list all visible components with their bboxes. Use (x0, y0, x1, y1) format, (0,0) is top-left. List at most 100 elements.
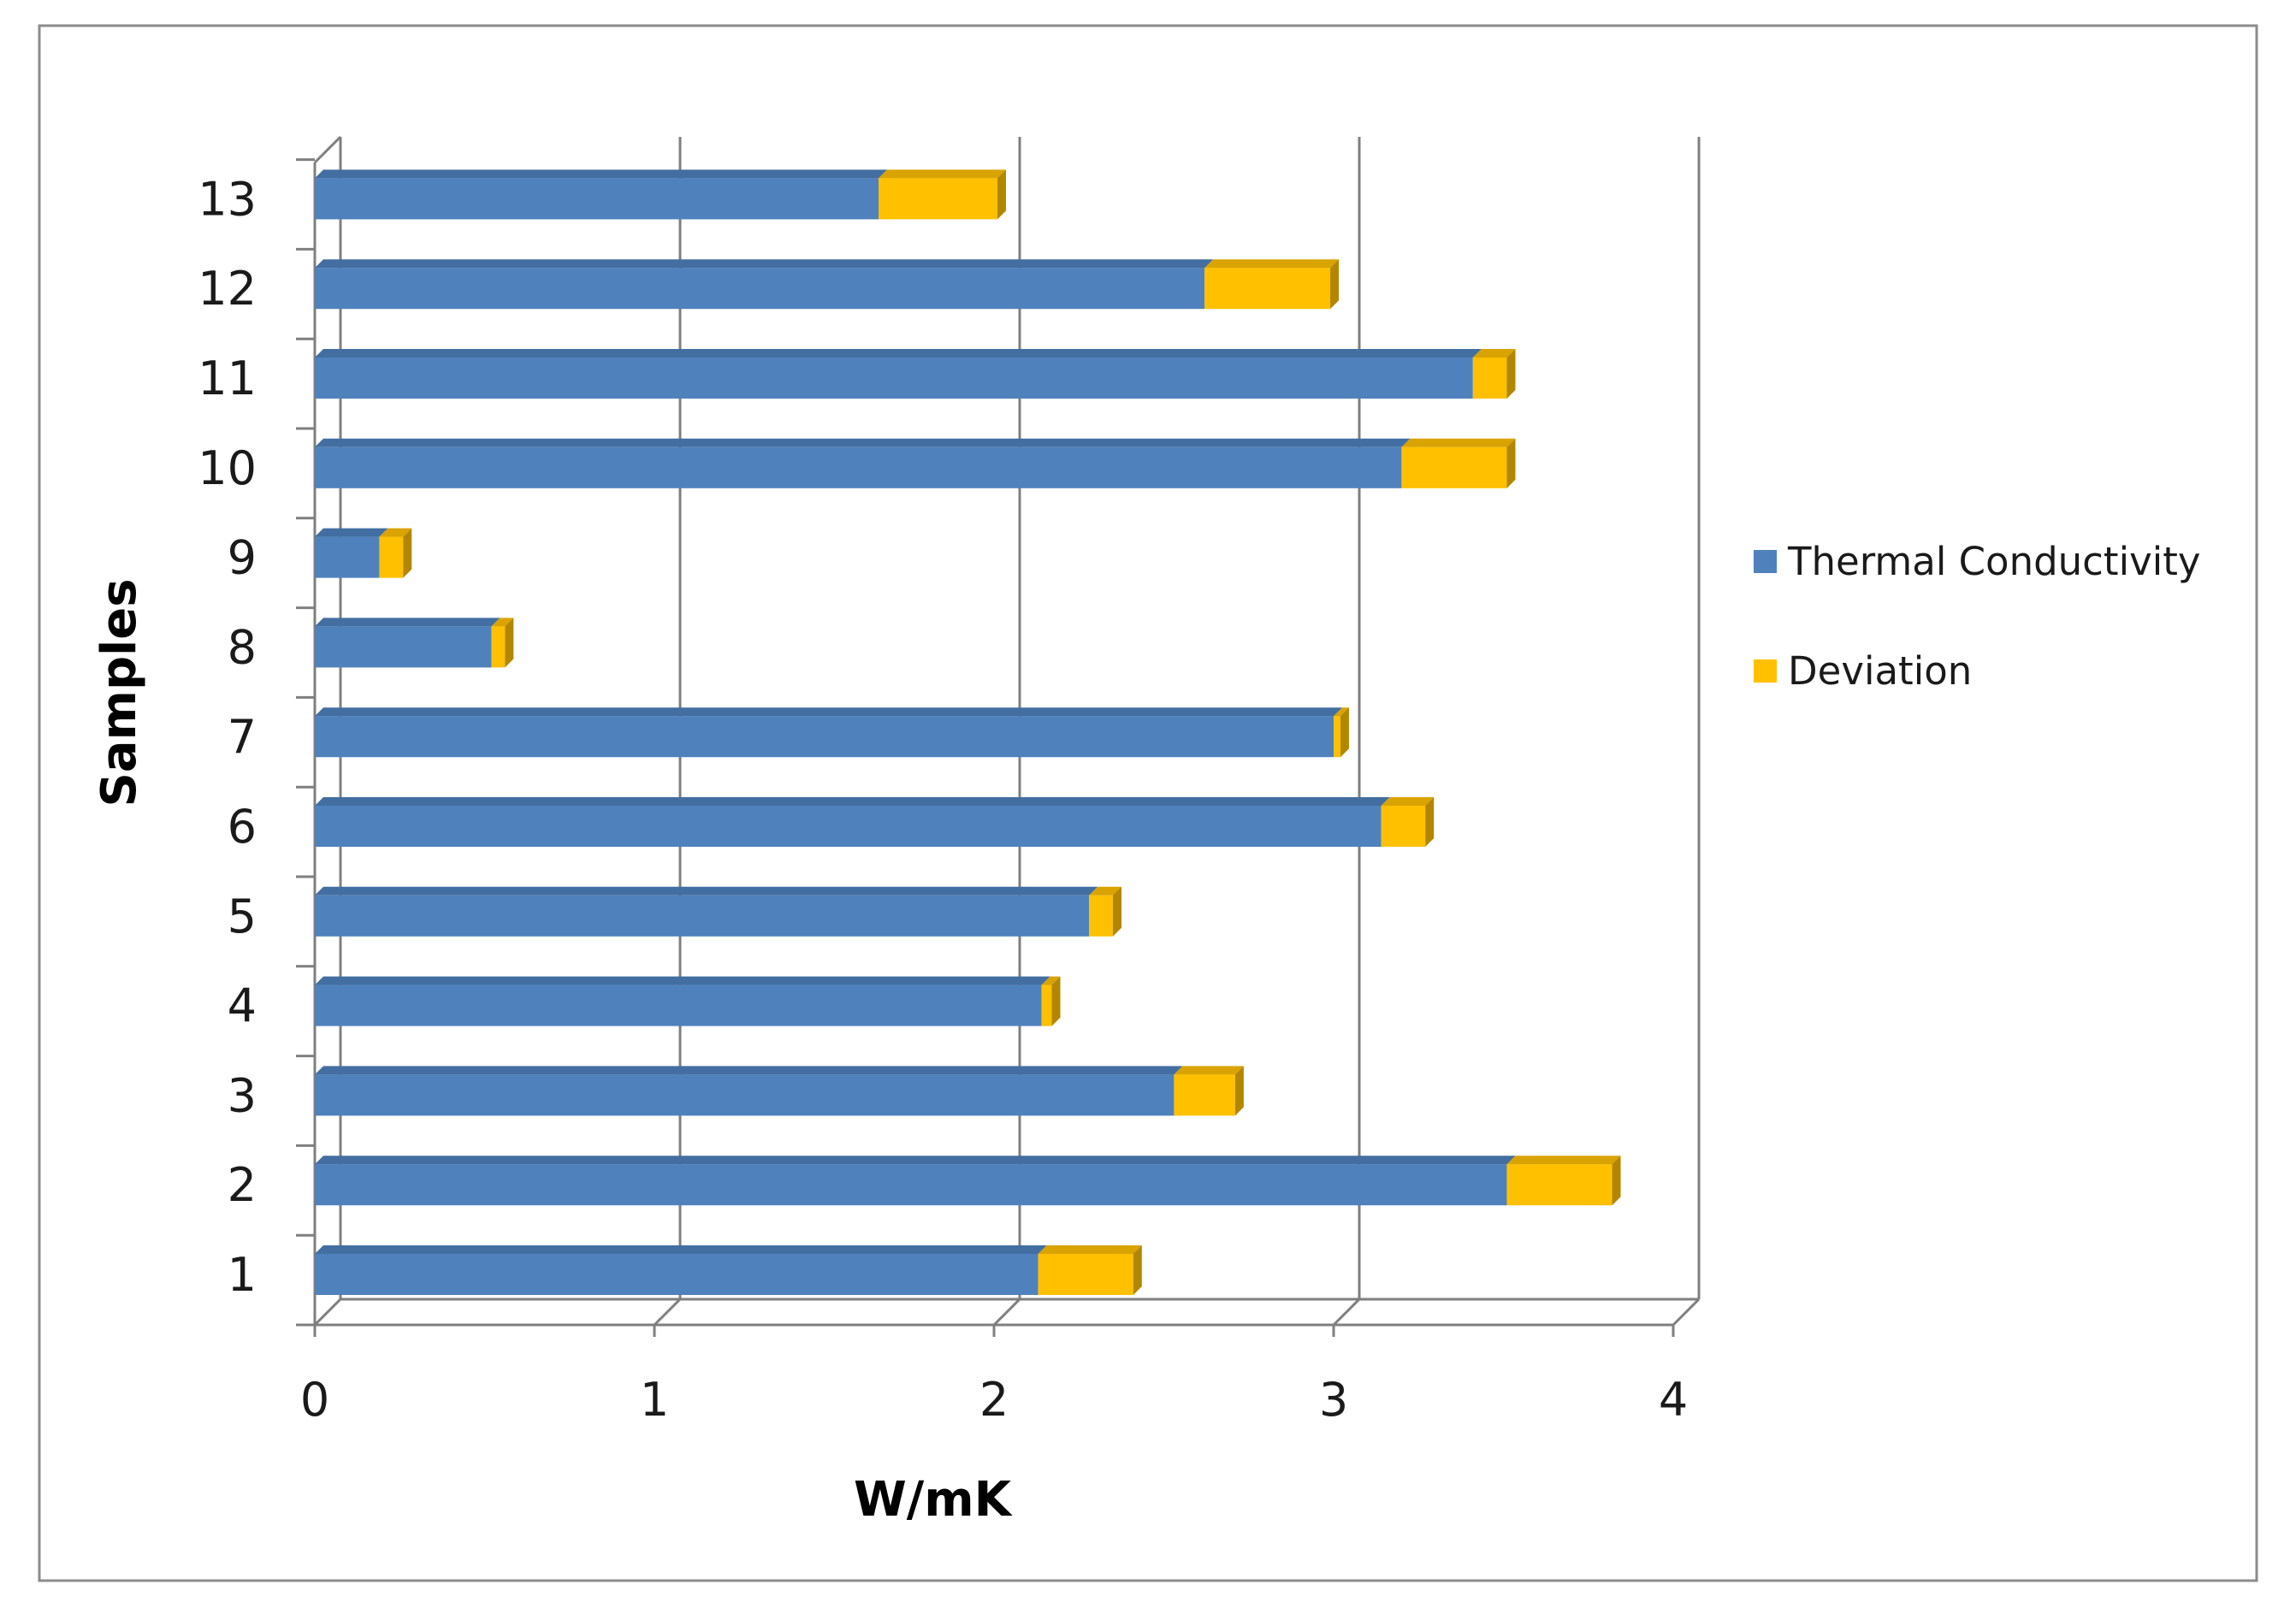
bar-deviation-top (379, 528, 412, 537)
bar-deviation-top (1041, 976, 1061, 985)
bar-deviation (1204, 268, 1331, 310)
bar-thermal-conductivity-top (315, 1245, 1047, 1254)
bar-deviation-top (1472, 349, 1516, 358)
bar-thermal-conductivity (315, 626, 492, 668)
bar-deviation (1381, 806, 1426, 847)
bar-deviation (879, 178, 997, 220)
bar-thermal-conductivity-top (315, 797, 1390, 806)
bar-deviation-top (1089, 886, 1121, 896)
legend: Thermal Conductivity Deviation (1754, 539, 2200, 694)
bar-end-cap (1506, 438, 1516, 488)
y-tick-label: 1 (228, 1248, 257, 1302)
bar-end-cap (997, 169, 1006, 220)
bar-thermal-conductivity (315, 1074, 1175, 1116)
floor-gridline (1332, 1298, 1361, 1327)
bars (315, 169, 1621, 1295)
bar-end-cap (505, 618, 514, 668)
bar-thermal-conductivity-top (315, 1156, 1516, 1165)
bar-thermal-conductivity-top (315, 976, 1050, 985)
bar-deviation-top (491, 618, 514, 627)
y-tick-label: 13 (198, 172, 257, 226)
bar-thermal-conductivity (315, 806, 1382, 847)
floor-gridline (992, 1298, 1021, 1327)
bar-deviation-top (1038, 1245, 1142, 1254)
y-tick-label: 2 (228, 1158, 257, 1212)
bar-deviation (1401, 446, 1507, 488)
bar-deviation (1506, 1164, 1613, 1206)
x-axis-title: W/mK (854, 1472, 1014, 1528)
y-tick-label: 11 (198, 352, 257, 405)
x-tick-label: 1 (640, 1373, 669, 1427)
bar-deviation-top (1401, 438, 1516, 447)
bar-thermal-conductivity-top (315, 349, 1482, 358)
bar-thermal-conductivity (315, 1164, 1507, 1206)
bar-deviation (1041, 984, 1052, 1026)
y-tick-label: 3 (228, 1068, 257, 1122)
bar-end-cap (403, 528, 412, 578)
y-tick-label: 5 (228, 890, 257, 943)
bar-deviation (1174, 1074, 1235, 1116)
bar-deviation (1038, 1254, 1133, 1295)
bar-thermal-conductivity (315, 358, 1473, 399)
bar-thermal-conductivity (315, 268, 1205, 310)
y-tick-label: 7 (228, 710, 257, 764)
bar-thermal-conductivity-top (315, 1066, 1183, 1075)
bar-deviation-top (1381, 797, 1435, 806)
bar-deviation (1334, 716, 1340, 758)
bar-deviation-top (1334, 707, 1349, 717)
y-tick-label: 12 (198, 262, 257, 316)
bar-end-cap (1506, 349, 1516, 399)
y-axis-title: Samples (92, 578, 147, 807)
floor-gridline (653, 1298, 682, 1327)
x-tick-label: 3 (1319, 1373, 1348, 1427)
bar-deviation (491, 626, 506, 668)
bar-end-cap (1234, 1066, 1244, 1116)
y-tick-label: 6 (228, 800, 257, 854)
bar-end-cap (1340, 707, 1349, 758)
x-tick-label: 4 (1659, 1373, 1688, 1427)
floor-gridline (1672, 1298, 1701, 1327)
bar-end-cap (1330, 259, 1340, 310)
x-tick-label: 2 (979, 1373, 1009, 1427)
bar-end-cap (1133, 1245, 1142, 1295)
bar-deviation (1472, 358, 1507, 399)
bar-thermal-conductivity (315, 178, 879, 220)
legend-label-thermal-conductivity: Thermal Conductivity (1787, 539, 2200, 584)
bar-thermal-conductivity (315, 984, 1042, 1026)
legend-swatch-deviation (1754, 659, 1777, 683)
bar-deviation-top (1204, 259, 1340, 269)
y-tick-label: 10 (198, 441, 257, 495)
bar-deviation-top (1506, 1156, 1621, 1165)
bar-thermal-conductivity (315, 1254, 1039, 1295)
bar-thermal-conductivity-top (315, 438, 1411, 447)
bar-thermal-conductivity-top (315, 886, 1098, 896)
y-tick-label: 4 (228, 979, 257, 1033)
floor-gridline (313, 1298, 342, 1327)
bar-thermal-conductivity (315, 716, 1334, 758)
bar-thermal-conductivity-top (315, 707, 1342, 717)
bar-thermal-conductivity (315, 895, 1090, 937)
bar-end-cap (1112, 886, 1121, 937)
bar-deviation (1089, 895, 1113, 937)
x-tick-label: 0 (300, 1373, 329, 1427)
y-tick-label: 9 (228, 531, 257, 585)
left-wall-top-edge (313, 135, 342, 164)
bar-deviation-top (879, 169, 1006, 179)
bar-thermal-conductivity (315, 536, 380, 578)
bar-thermal-conductivity-top (315, 169, 888, 179)
bar-end-cap (1425, 797, 1435, 847)
legend-swatch-thermal-conductivity (1754, 550, 1777, 573)
bar-thermal-conductivity (315, 446, 1402, 488)
bar-thermal-conductivity-top (315, 259, 1214, 269)
bar-deviation-top (1174, 1066, 1244, 1075)
bar-end-cap (1612, 1156, 1621, 1206)
bar-thermal-conductivity-top (315, 618, 500, 627)
bar-thermal-conductivity-top (315, 528, 388, 537)
legend-label-deviation: Deviation (1788, 648, 1972, 694)
y-tick-label: 8 (228, 620, 257, 674)
bar-deviation (379, 536, 404, 578)
bar-end-cap (1051, 976, 1061, 1026)
